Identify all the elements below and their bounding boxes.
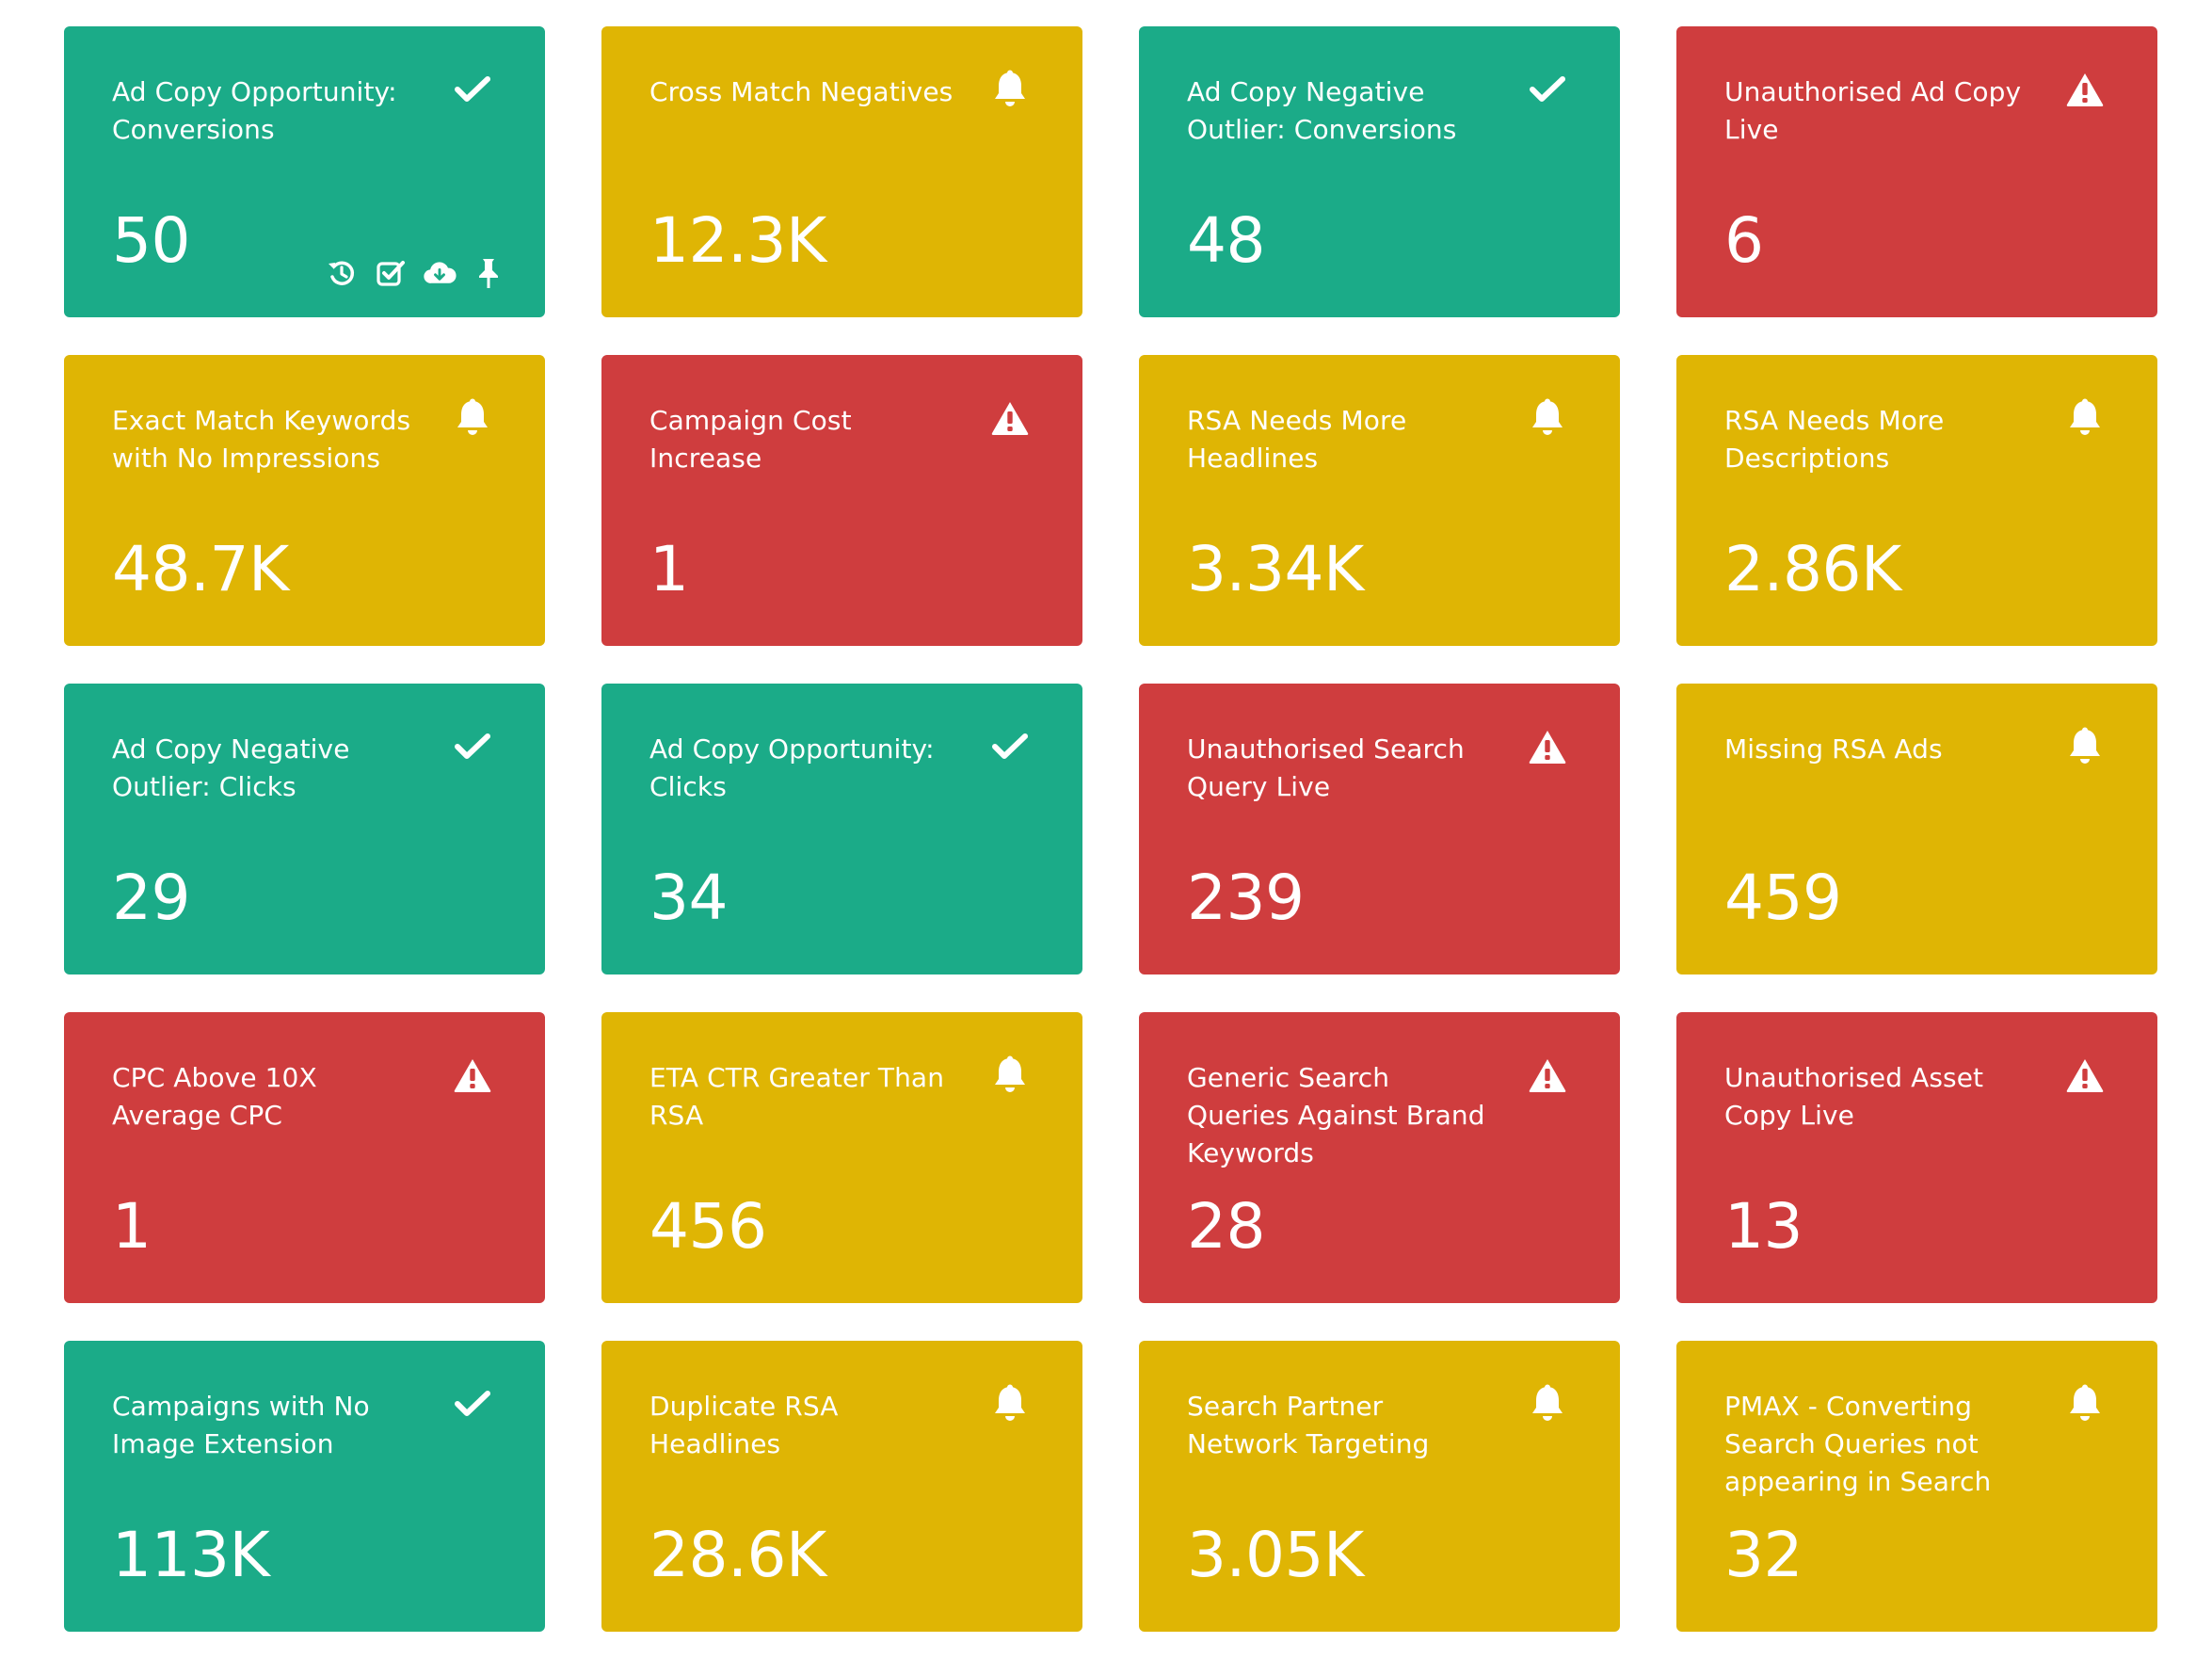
alert-card-title: Exact Match Keywords with No Impressions (112, 405, 411, 474)
alert-card-value: 50 (112, 204, 190, 277)
alert-card-cross-match-negatives[interactable]: Cross Match Negatives 12.3K (601, 26, 1082, 317)
bell-icon (2065, 727, 2105, 766)
alert-card-eta-ctr-greater-than-rsa[interactable]: ETA CTR Greater Than RSA 456 (601, 1012, 1082, 1303)
alert-card-unauthorised-asset-copy-live[interactable]: Unauthorised Asset Copy Live 13 (1676, 1012, 2157, 1303)
check-square-icon[interactable] (374, 256, 408, 290)
alert-card-ad-copy-negative-outlier-clicks[interactable]: Ad Copy Negative Outlier: Clicks 29 (64, 684, 545, 974)
cloud-download-icon[interactable] (423, 256, 457, 290)
alert-card-unauthorised-search-query-live[interactable]: Unauthorised Search Query Live 239 (1139, 684, 1620, 974)
alert-card-value: 3.34K (1187, 533, 1364, 605)
alert-card-title: Missing RSA Ads (1724, 733, 1943, 765)
check-icon (453, 727, 492, 766)
alert-card-title: Campaigns with No Image Extension (112, 1391, 370, 1459)
check-icon (453, 1384, 492, 1424)
warning-icon (2065, 70, 2105, 109)
alert-card-title: Ad Copy Negative Outlier: Clicks (112, 733, 350, 802)
alert-card-value: 28 (1187, 1190, 1265, 1263)
bell-icon (2065, 1384, 2105, 1424)
alert-card-value: 34 (649, 862, 728, 934)
check-icon (990, 727, 1030, 766)
alert-card-value: 2.86K (1724, 533, 1901, 605)
alert-card-exact-match-keywords-with-no-impressions[interactable]: Exact Match Keywords with No Impressions… (64, 355, 545, 646)
bell-icon (2065, 398, 2105, 438)
alert-card-missing-rsa-ads[interactable]: Missing RSA Ads 459 (1676, 684, 2157, 974)
warning-icon (990, 398, 1030, 438)
alert-card-title: ETA CTR Greater Than RSA (649, 1062, 945, 1131)
alert-card-value: 113K (112, 1519, 270, 1591)
warning-icon (2065, 1055, 2105, 1095)
alert-card-value: 3.05K (1187, 1519, 1364, 1591)
alert-card-title: Duplicate RSA Headlines (649, 1391, 839, 1459)
history-icon[interactable] (325, 256, 359, 290)
alert-card-value: 28.6K (649, 1519, 826, 1591)
alert-card-value: 6 (1724, 204, 1764, 277)
alert-card-rsa-needs-more-headlines[interactable]: RSA Needs More Headlines 3.34K (1139, 355, 1620, 646)
pin-icon[interactable] (472, 256, 505, 290)
alert-card-search-partner-network-targeting[interactable]: Search Partner Network Targeting 3.05K (1139, 1341, 1620, 1632)
alert-card-pmax-converting-search-queries-not-appearing-in-search[interactable]: PMAX - Converting Search Queries not app… (1676, 1341, 2157, 1632)
alert-card-title: CPC Above 10X Average CPC (112, 1062, 317, 1131)
alert-card-title: PMAX - Converting Search Queries not app… (1724, 1391, 1992, 1497)
alert-card-title: RSA Needs More Headlines (1187, 405, 1407, 474)
alert-card-value: 1 (649, 533, 689, 605)
alert-card-ad-copy-negative-outlier-conversions[interactable]: Ad Copy Negative Outlier: Conversions 48 (1139, 26, 1620, 317)
alert-card-value: 459 (1724, 862, 1842, 934)
alert-card-generic-search-queries-against-brand-keywords[interactable]: Generic Search Queries Against Brand Key… (1139, 1012, 1620, 1303)
alert-card-value: 48.7K (112, 533, 289, 605)
bell-icon (1528, 398, 1567, 438)
alert-card-title: Ad Copy Negative Outlier: Conversions (1187, 76, 1457, 145)
alert-card-cpc-above-10x-average-cpc[interactable]: CPC Above 10X Average CPC 1 (64, 1012, 545, 1303)
warning-icon (453, 1055, 492, 1095)
bell-icon (990, 1384, 1030, 1424)
alert-card-campaigns-with-no-image-extension[interactable]: Campaigns with No Image Extension 113K (64, 1341, 545, 1632)
bell-icon (990, 70, 1030, 109)
alert-card-title: RSA Needs More Descriptions (1724, 405, 1945, 474)
alert-card-value: 1 (112, 1190, 152, 1263)
alert-card-value: 13 (1724, 1190, 1803, 1263)
bell-icon (453, 398, 492, 438)
alert-card-value: 32 (1724, 1519, 1803, 1591)
alert-card-title: Ad Copy Opportunity: Conversions (112, 76, 397, 145)
check-icon (453, 70, 492, 109)
alert-card-ad-copy-opportunity-clicks[interactable]: Ad Copy Opportunity: Clicks 34 (601, 684, 1082, 974)
bell-icon (990, 1055, 1030, 1095)
alert-card-value: 456 (649, 1190, 767, 1263)
alert-card-title: Cross Match Negatives (649, 76, 954, 107)
check-icon (1528, 70, 1567, 109)
alert-card-value: 12.3K (649, 204, 826, 277)
card-actions (325, 256, 505, 290)
alert-card-unauthorised-ad-copy-live[interactable]: Unauthorised Ad Copy Live 6 (1676, 26, 2157, 317)
alert-card-rsa-needs-more-descriptions[interactable]: RSA Needs More Descriptions 2.86K (1676, 355, 2157, 646)
bell-icon (1528, 1384, 1567, 1424)
alert-card-title: Unauthorised Search Query Live (1187, 733, 1465, 802)
alert-card-title: Campaign Cost Increase (649, 405, 852, 474)
alert-card-ad-copy-opportunity-conversions[interactable]: Ad Copy Opportunity: Conversions 50 (64, 26, 545, 317)
alert-card-value: 48 (1187, 204, 1265, 277)
alert-card-duplicate-rsa-headlines[interactable]: Duplicate RSA Headlines 28.6K (601, 1341, 1082, 1632)
alert-card-title: Generic Search Queries Against Brand Key… (1187, 1062, 1485, 1168)
alert-card-title: Ad Copy Opportunity: Clicks (649, 733, 935, 802)
alert-card-title: Unauthorised Ad Copy Live (1724, 76, 2022, 145)
alert-card-campaign-cost-increase[interactable]: Campaign Cost Increase 1 (601, 355, 1082, 646)
alert-card-value: 239 (1187, 862, 1305, 934)
warning-icon (1528, 1055, 1567, 1095)
alert-card-value: 29 (112, 862, 190, 934)
alert-card-title: Unauthorised Asset Copy Live (1724, 1062, 1984, 1131)
alert-card-title: Search Partner Network Targeting (1187, 1391, 1430, 1459)
alerts-grid: Ad Copy Opportunity: Conversions 50 Cross … (64, 26, 2157, 1632)
warning-icon (1528, 727, 1567, 766)
